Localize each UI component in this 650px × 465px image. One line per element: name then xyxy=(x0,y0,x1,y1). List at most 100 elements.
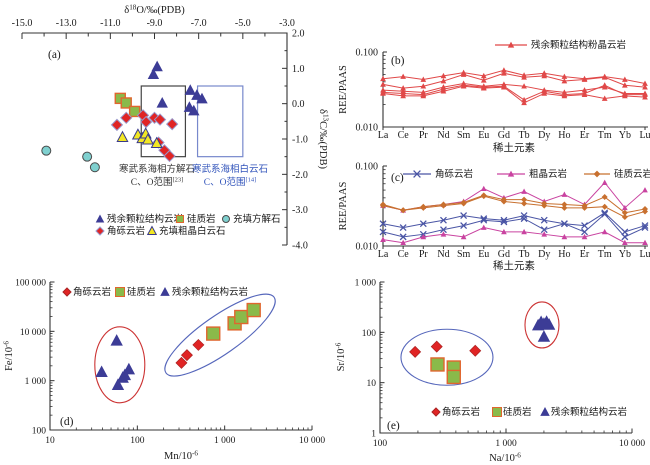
ree-triangle-marker xyxy=(521,99,527,106)
ree-triangle-marker xyxy=(380,90,386,96)
a-point-triangle-marker xyxy=(188,104,200,116)
ree-triangle-marker xyxy=(501,84,507,90)
y-axis-title: δ13C/‰(PDB) xyxy=(317,109,330,169)
ree-triangle-marker xyxy=(561,233,568,240)
y-tick-label: 0.010 xyxy=(356,242,379,253)
x-axis-title: 稀土元素 xyxy=(493,141,535,154)
x-axis-title: Mn/10-6 xyxy=(164,450,198,463)
ree-xmark-marker xyxy=(399,233,407,241)
y-axis-title: Fe/10-6 xyxy=(3,341,16,371)
ree-triangle-marker xyxy=(480,185,487,192)
y-tick-label: 100 000 xyxy=(15,279,46,289)
ree-triangle-marker xyxy=(601,228,608,235)
ree-xmark-marker xyxy=(560,220,568,228)
ree-triangle-marker xyxy=(440,88,447,94)
a-point-diamond-marker xyxy=(165,117,179,131)
ree-triangle-marker xyxy=(501,70,507,76)
ree-triangle-marker xyxy=(380,75,386,82)
ree-triangle-marker xyxy=(380,236,386,243)
ree-xmark-marker xyxy=(621,233,629,241)
ree-xmark-marker xyxy=(379,220,387,228)
x-tick-label: -11.0 xyxy=(100,18,120,29)
ree-line xyxy=(382,212,646,233)
ree-xmark-marker xyxy=(520,215,528,223)
legend-label: 残余颗粒结构云岩 xyxy=(107,213,183,225)
a-point-square-marker xyxy=(128,105,141,118)
ree-triangle-marker xyxy=(420,83,427,89)
reference-range-box xyxy=(196,85,244,158)
ree-diamond-marker xyxy=(400,207,407,214)
ree-triangle-marker xyxy=(541,90,548,96)
y-tick-label: 1.0 xyxy=(292,64,305,75)
a-point-circle-marker xyxy=(41,145,52,156)
point-triangle-marker xyxy=(95,365,108,378)
ree-triangle-marker xyxy=(521,96,527,103)
legend-label: 充填粗晶白云石 xyxy=(159,225,226,237)
y-axis-title: REE/PAAS xyxy=(338,182,349,231)
ree-xmark-marker xyxy=(641,224,649,232)
panel-(d)-axes xyxy=(49,282,312,431)
point-square-marker xyxy=(246,302,261,318)
ree-triangle-marker xyxy=(541,231,548,237)
legend-label: 硅质岩 xyxy=(127,286,156,298)
ree-diamond-marker xyxy=(521,196,528,203)
a-point-diamond-marker xyxy=(163,149,176,163)
x-tick-label: -5.0 xyxy=(235,18,251,29)
ree-xmark-marker xyxy=(601,210,609,218)
ree-triangle-marker xyxy=(642,239,648,246)
ree-triangle-marker xyxy=(561,191,568,197)
legend-label: 角砾云岩 xyxy=(442,406,480,418)
category-label: Tm xyxy=(598,249,612,260)
ree-triangle-marker xyxy=(601,95,608,101)
ree-triangle-marker xyxy=(480,85,487,91)
ree-triangle-marker xyxy=(561,73,568,79)
panel-letter: (b) xyxy=(391,55,405,67)
point-triangle-marker xyxy=(111,378,125,390)
ree-diamond-marker xyxy=(601,193,608,200)
a-point-square-marker xyxy=(120,97,132,109)
legend-label: 角砾云岩 xyxy=(107,225,145,237)
ree-xmark-marker xyxy=(399,224,407,232)
legend-triangle-marker xyxy=(95,214,105,223)
ree-xmark-marker xyxy=(440,226,447,234)
ree-line xyxy=(382,227,645,244)
ree-triangle-marker xyxy=(460,83,467,89)
category-label: Gd xyxy=(498,249,510,260)
ree-xmark-marker xyxy=(379,228,387,236)
x-tick-label: 10 xyxy=(45,436,55,446)
ree-triangle-marker xyxy=(521,83,527,89)
ree-diamond-marker xyxy=(581,204,588,211)
panel-letter: (e) xyxy=(387,420,400,432)
ree-triangle-marker xyxy=(400,92,407,99)
a-point-diamond-marker xyxy=(110,118,124,132)
category-label: Sm xyxy=(457,249,471,260)
ree-line xyxy=(382,72,646,89)
ree-diamond-marker xyxy=(541,202,548,209)
y-axis-title: REE/PAAS xyxy=(338,65,349,114)
ree-line xyxy=(382,195,646,218)
point-diamond-marker xyxy=(180,349,193,362)
ree-xmark-marker xyxy=(581,228,588,236)
legend-label: 充填方解石 xyxy=(233,213,281,225)
ree-triangle-marker xyxy=(400,73,407,79)
a-point-diamond-marker xyxy=(139,115,153,129)
category-label: Tb xyxy=(519,130,530,141)
point-triangle-marker xyxy=(537,330,551,342)
ree-line xyxy=(382,84,645,101)
ree-triangle-marker xyxy=(541,72,548,79)
category-label: Gd xyxy=(498,130,510,141)
ree-triangle-marker xyxy=(380,81,386,87)
y-tick-label: 10 xyxy=(367,379,377,389)
ree-xmark-marker xyxy=(641,222,649,230)
group-ellipse xyxy=(94,326,146,404)
ree-triangle-marker xyxy=(480,72,487,79)
group-ellipse xyxy=(524,301,560,349)
category-label: Sm xyxy=(457,130,471,141)
y-tick-label: 0.010 xyxy=(356,123,379,134)
x-tick-label: -9.0 xyxy=(147,18,163,29)
ree-triangle-marker xyxy=(581,233,588,240)
a-point-triangle-marker xyxy=(156,96,168,108)
x-tick-label: 10 000 xyxy=(619,439,645,449)
legend-label: 硅质岩 xyxy=(187,213,216,225)
